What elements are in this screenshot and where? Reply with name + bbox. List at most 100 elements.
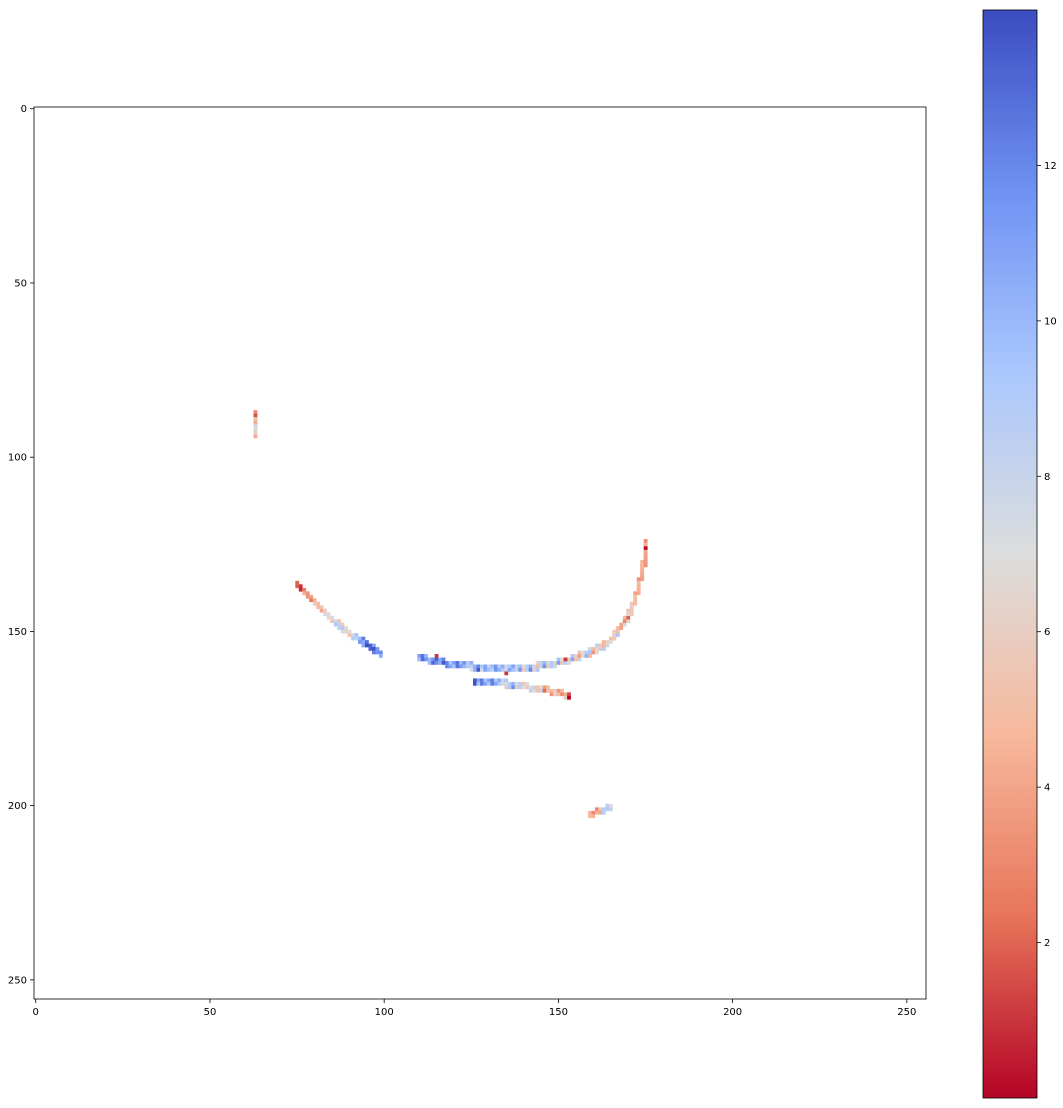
heat-pixel [354,636,359,641]
colorbar-tick-label: 10 [1044,316,1057,327]
heat-pixel [601,640,606,644]
colorbar-tick-label: 2 [1044,938,1050,949]
heat-pixel [417,657,422,662]
heat-pixel [567,695,571,700]
heat-pixel [375,647,380,651]
heat-pixel [633,591,638,596]
heat-pixel [532,688,537,693]
plot-area [34,107,926,999]
heat-pixel [493,678,498,683]
heat-pixel [594,807,599,812]
heat-pixel [473,681,477,686]
heat-pixel [368,647,373,651]
heat-pixel [417,654,422,658]
heat-pixel [518,667,523,672]
heat-pixel [640,566,645,571]
heat-pixel [643,563,648,568]
heat-pixel [546,688,550,693]
heat-pixel [455,664,460,669]
heat-pixel [371,647,376,651]
heat-pixel [500,664,505,669]
heat-pixel [514,667,519,672]
heat-pixel [626,608,631,613]
heat-pixel [556,661,561,665]
heat-pixel [567,692,571,697]
heat-pixel [640,563,645,568]
heat-pixel [556,657,561,662]
heat-pixel [462,664,467,669]
heat-pixel [567,661,571,665]
heat-pixel [563,692,568,697]
heat-pixel [316,605,321,610]
heat-pixel [612,636,617,641]
heat-pixel [253,410,258,414]
heat-pixel [253,434,258,439]
heat-pixel [605,640,610,644]
heat-pixel [312,601,317,606]
plot-frame [33,106,927,1000]
heatmap-layer [253,410,648,819]
heat-pixel [497,678,502,683]
heat-pixel [354,633,359,637]
heat-pixel [253,420,258,425]
heat-pixel [500,678,505,683]
heat-pixel [521,664,526,669]
heat-pixel [365,643,369,648]
heat-pixel [521,667,526,672]
heat-pixel [490,681,495,686]
heat-pixel [504,678,509,683]
heat-pixel [535,661,540,665]
heat-pixel [480,667,484,672]
heat-pixel [581,650,585,655]
heat-pixel [643,559,648,564]
heat-pixel [643,556,648,561]
x-tick-label: 250 [897,1007,916,1018]
heat-pixel [431,657,435,662]
heat-pixel [511,667,516,672]
heat-pixel [480,678,484,683]
heat-pixel [581,654,585,658]
heat-pixel [441,661,446,665]
x-tick-label: 50 [204,1007,217,1018]
heat-pixel [643,553,648,557]
heat-pixel [490,678,495,683]
heat-pixel [574,654,578,658]
heat-pixel [626,619,631,623]
heat-pixel [305,591,310,596]
heat-pixel-isolated [563,657,568,662]
heat-pixel [337,622,341,627]
y-tick-label: 50 [14,278,27,289]
heat-pixel [525,681,530,686]
colorbar [982,9,1038,1099]
heat-pixel [570,657,575,662]
heat-pixel [560,688,564,693]
heat-pixel [476,681,481,686]
heat-pixel [486,664,491,669]
heat-pixel [368,643,373,648]
heat-pixel [483,681,488,686]
heat-pixel [361,636,366,641]
heat-pixel [601,647,606,651]
heat-pixel [420,654,425,658]
heat-pixel [459,661,463,665]
colorbar-tick-label: 8 [1044,472,1050,483]
heat-pixel [476,664,481,669]
heat-pixel [434,661,439,665]
heat-pixel [542,661,547,665]
heat-pixel [351,636,355,641]
heat-pixel [591,650,596,655]
x-tick-label: 0 [33,1007,39,1018]
heat-pixel [629,601,634,606]
heat-pixel [608,640,613,644]
y-tick-label: 250 [8,975,27,986]
heat-pixel [598,807,603,812]
heat-pixel-isolated [434,654,439,658]
heat-pixel [504,685,509,690]
heat-pixel [452,664,456,669]
heat-pixel [612,629,617,634]
heat-pixel [493,681,498,686]
heat-pixel [500,667,505,672]
heat-pixel [626,615,631,620]
heat-pixel [594,650,599,655]
heat-pixel-isolated [504,671,509,676]
